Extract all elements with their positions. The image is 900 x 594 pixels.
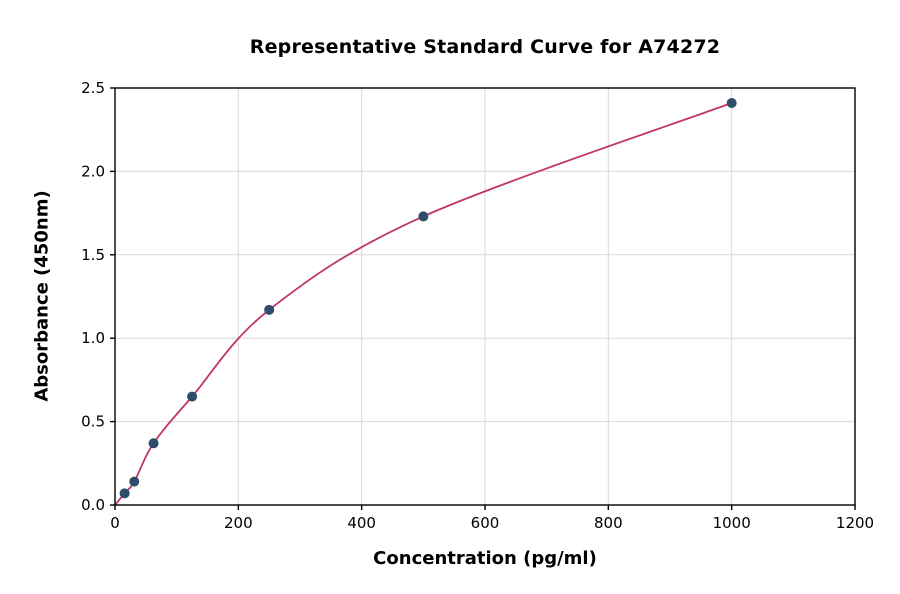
x-tick-label: 400 — [347, 514, 376, 532]
chart-title: Representative Standard Curve for A74272 — [249, 36, 721, 58]
y-tick-label: 2.0 — [81, 162, 105, 180]
data-point — [129, 476, 140, 487]
data-point — [187, 391, 198, 402]
x-tick-label: 0 — [110, 514, 120, 532]
data-point — [119, 488, 130, 499]
data-point — [148, 438, 159, 449]
x-tick-label: 600 — [471, 514, 500, 532]
data-point — [726, 98, 737, 109]
x-tick-label: 200 — [224, 514, 253, 532]
x-tick-label: 1000 — [713, 514, 751, 532]
y-tick-label: 1.5 — [81, 246, 105, 264]
data-point — [418, 211, 429, 222]
y-axis-label: Absorbance (450nm) — [31, 190, 53, 402]
x-tick-label: 1200 — [836, 514, 874, 532]
x-tick-label: 800 — [594, 514, 623, 532]
y-tick-label: 2.5 — [81, 79, 105, 97]
data-point — [264, 304, 275, 315]
y-tick-label: 1.0 — [81, 329, 105, 347]
y-tick-label: 0.5 — [81, 413, 105, 431]
x-axis-label: Concentration (pg/ml) — [373, 548, 597, 569]
fit-curve — [114, 102, 733, 506]
y-tick-label: 0.0 — [81, 496, 105, 514]
